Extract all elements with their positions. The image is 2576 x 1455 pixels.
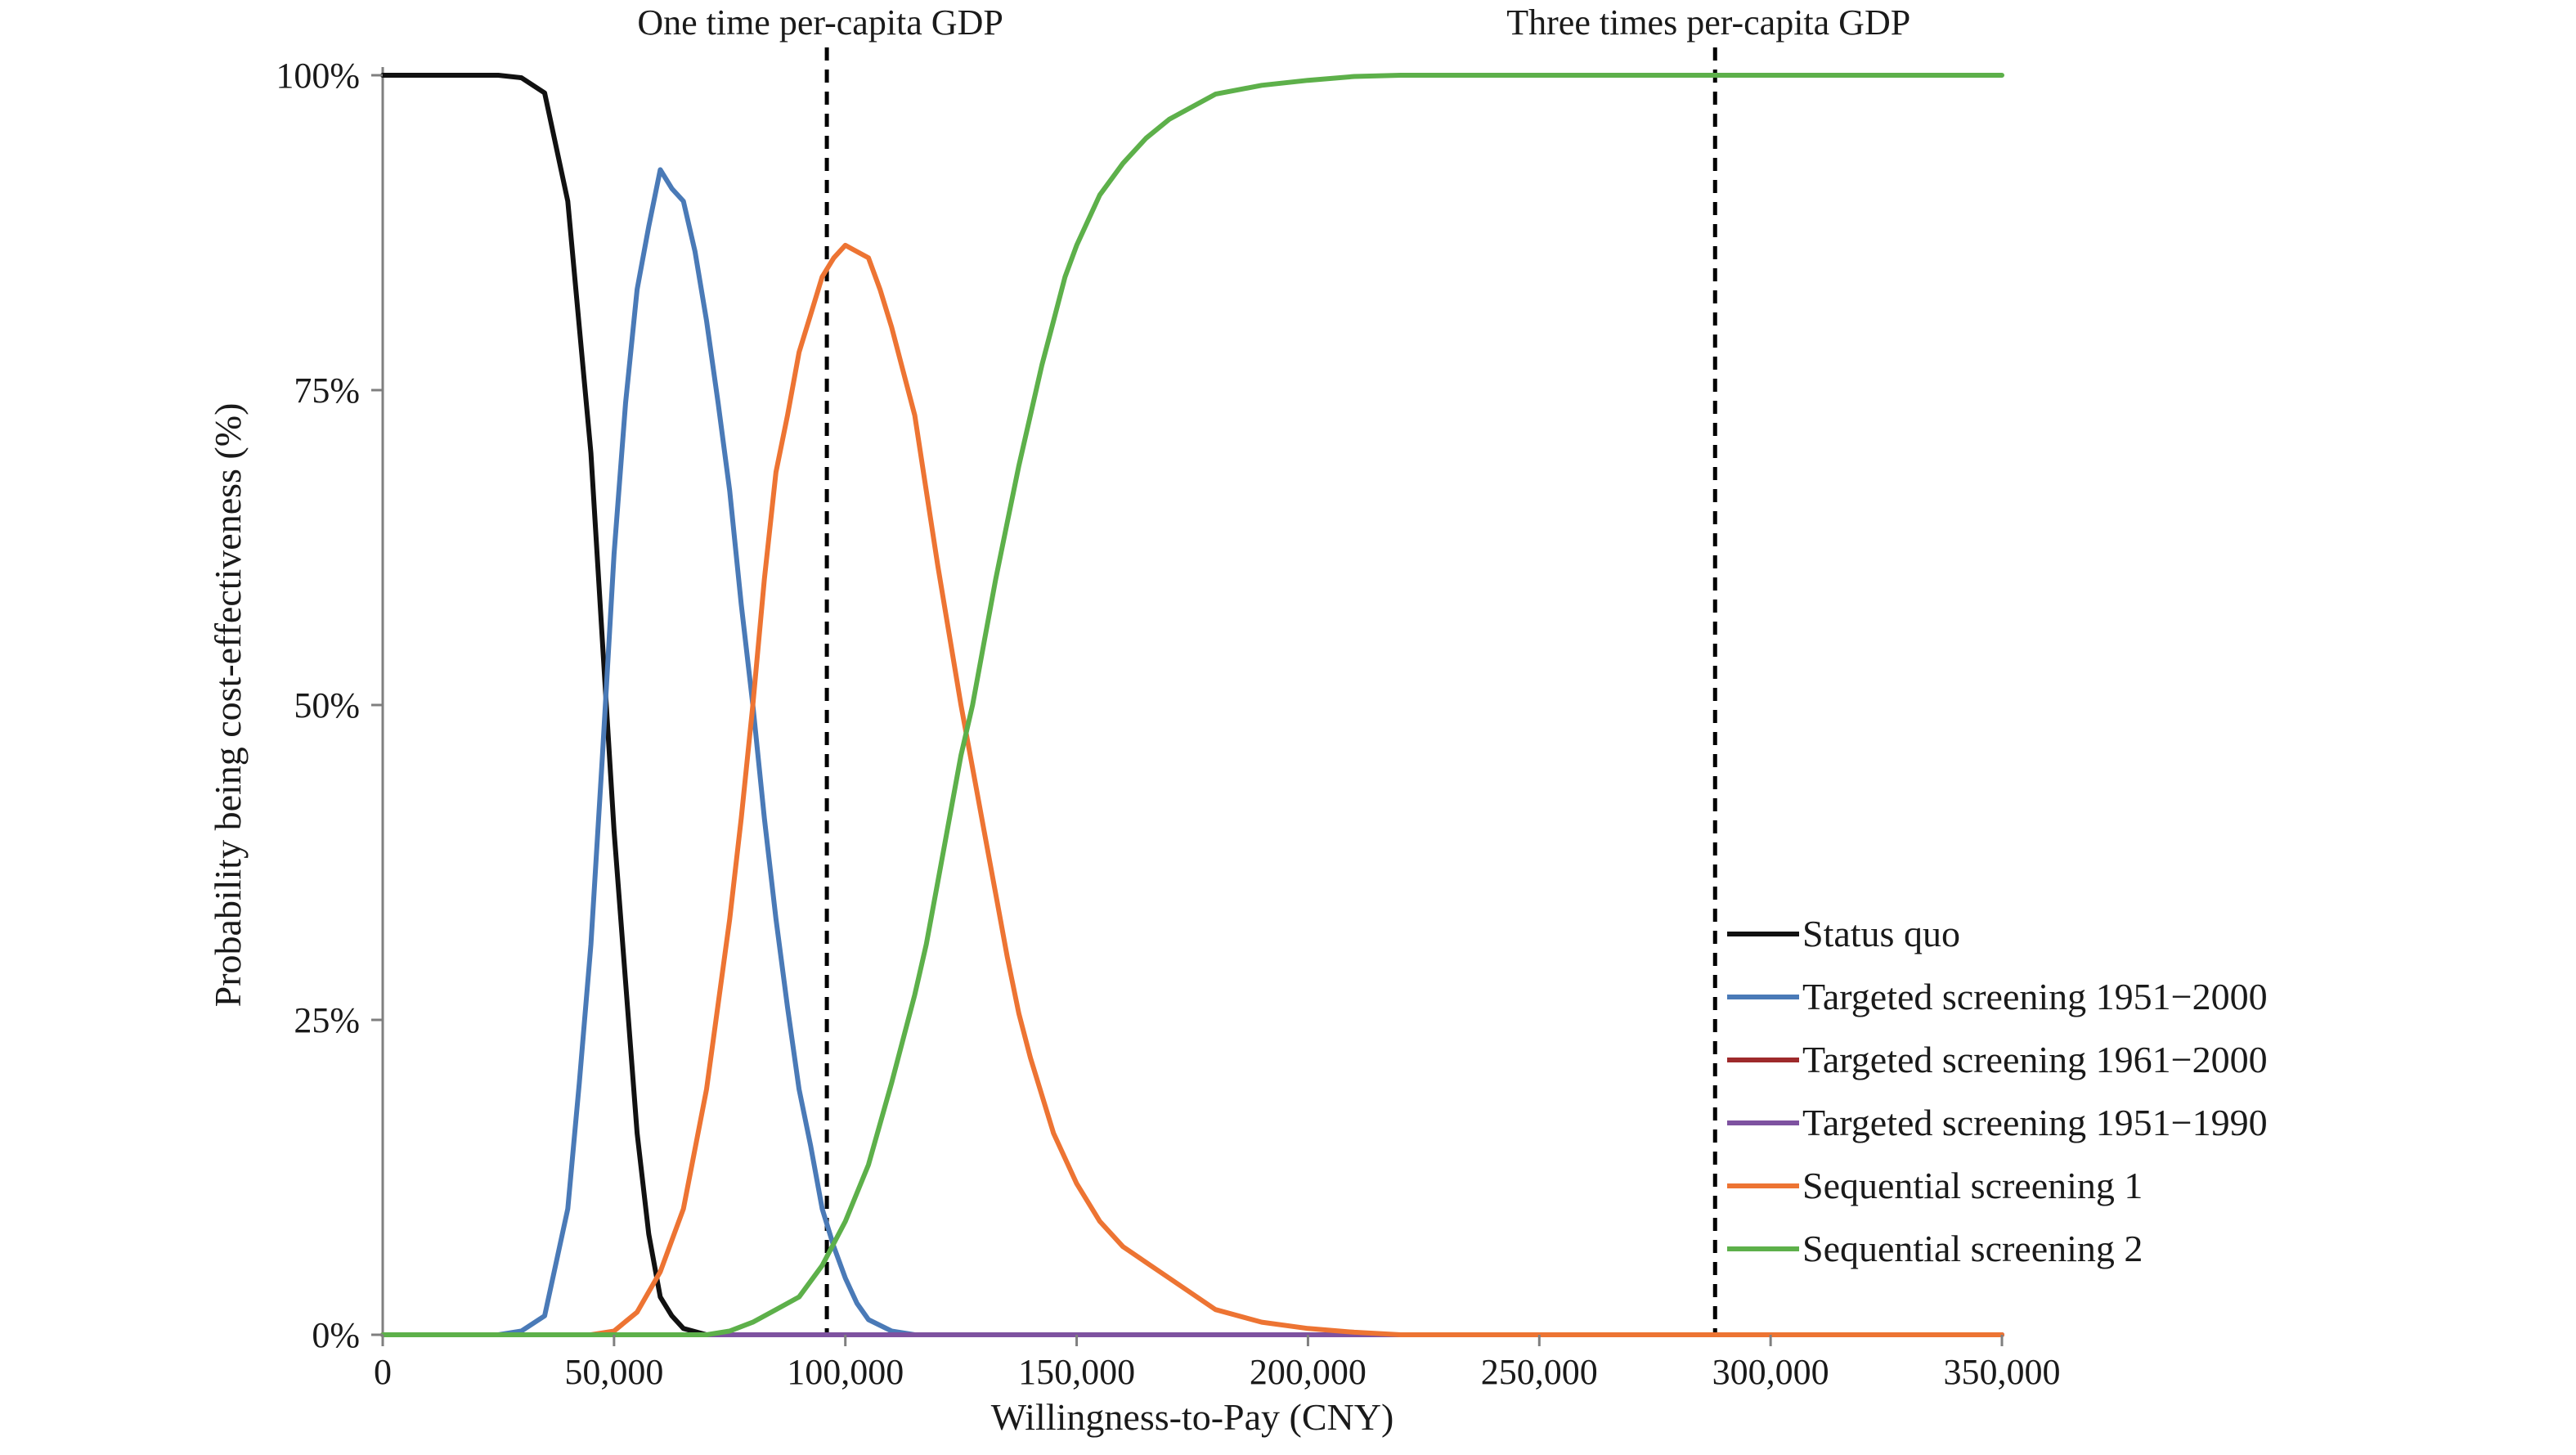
x-tick-label: 250,000 [1481, 1352, 1598, 1392]
y-tick-label: 0% [312, 1315, 360, 1355]
series-line-5 [380, 73, 2004, 1337]
series-line-1 [380, 167, 2004, 1337]
legend-label: Sequential screening 1 [1802, 1165, 2143, 1206]
tick-labels: 0% 25% 50% 75% 100% 0 50,000 100,000 150,000 200,… [276, 56, 2060, 1392]
reference-lines: One time per-capita GDP Three times per-c… [637, 2, 1910, 1335]
legend-label: Targeted screening 1951−2000 [1802, 976, 2268, 1017]
axes [381, 67, 2002, 1336]
x-tick-label: 200,000 [1250, 1352, 1367, 1392]
reference-line-label: Three times per-capita GDP [1506, 2, 1910, 43]
x-tick-label: 300,000 [1712, 1352, 1829, 1392]
series-line-0 [380, 73, 2004, 1337]
legend-label: Targeted screening 1951−1990 [1802, 1102, 2268, 1143]
x-tick-label: 100,000 [787, 1352, 904, 1392]
x-tick-label: 150,000 [1018, 1352, 1135, 1392]
x-tick-label: 350,000 [1944, 1352, 2061, 1392]
x-tick-label: 0 [374, 1352, 392, 1392]
legend-label: Sequential screening 2 [1802, 1228, 2143, 1269]
legend-label: Status quo [1802, 913, 1960, 954]
y-tick-label: 50% [294, 685, 360, 725]
series-lines [380, 73, 2004, 1337]
y-tick-label: 25% [294, 1000, 360, 1040]
x-axis-title: Willingness-to-Pay (CNY) [991, 1396, 1394, 1438]
y-tick-label: 75% [294, 370, 360, 411]
y-tick-label: 100% [276, 56, 360, 96]
y-axis-title: Probability being cost-effectiveness (%) [207, 403, 249, 1008]
legend: Status quo Targeted screening 1951−2000 Ta… [1727, 913, 2268, 1269]
reference-line-label: One time per-capita GDP [637, 2, 1003, 43]
legend-label: Targeted screening 1961−2000 [1802, 1039, 2268, 1080]
x-tick-label: 50,000 [564, 1352, 663, 1392]
series-line-4 [380, 242, 2004, 1337]
